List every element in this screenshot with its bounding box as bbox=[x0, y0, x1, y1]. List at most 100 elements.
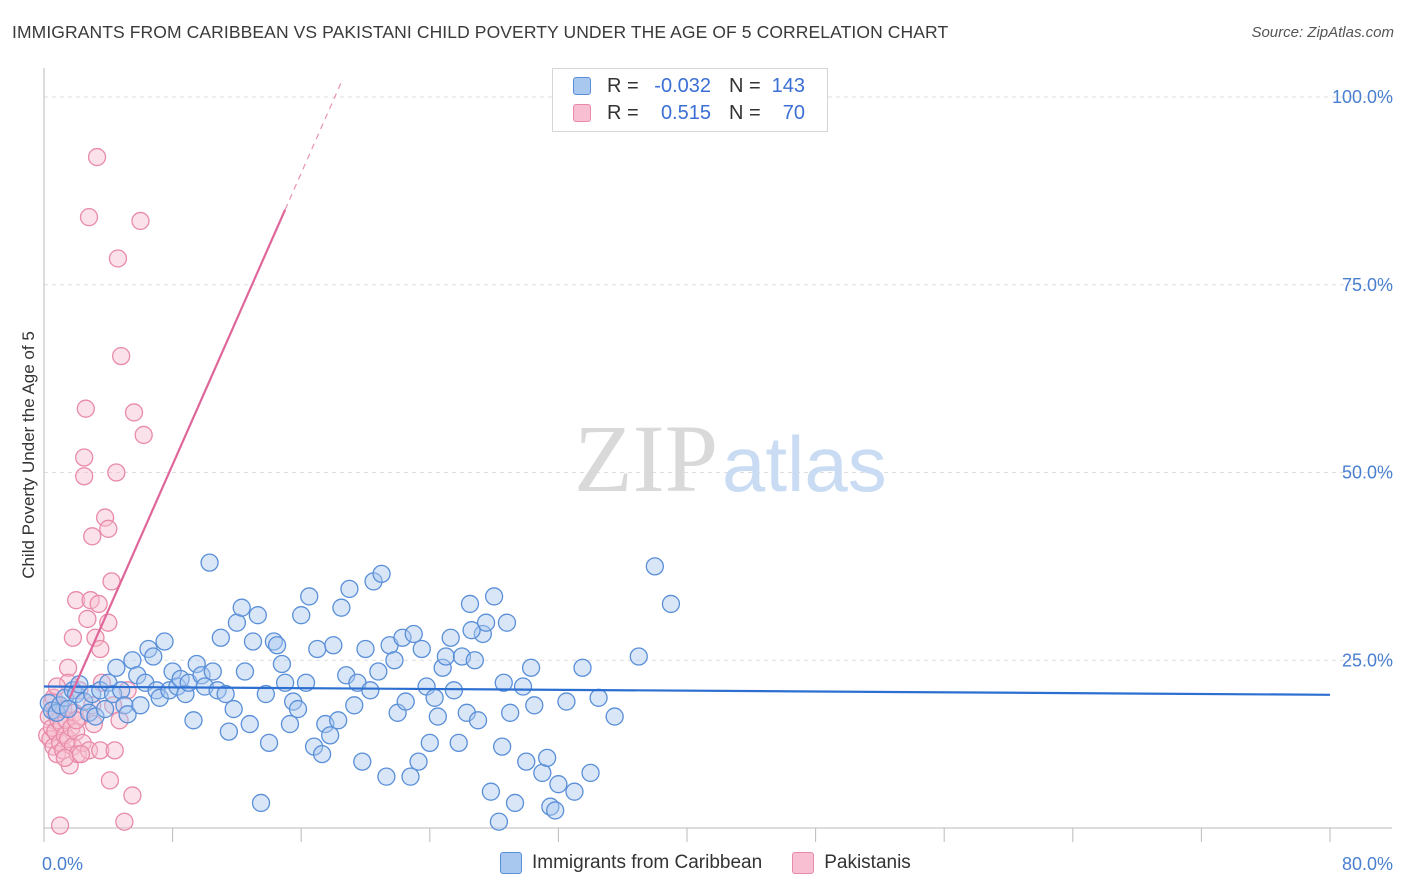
caribbean-point bbox=[95, 699, 115, 719]
legend-n-label: N = bbox=[729, 101, 761, 124]
correlation-legend: R = -0.032 N = 143 R = 0.515 N = 70 bbox=[552, 68, 828, 132]
caribbean-point bbox=[549, 775, 568, 794]
pakistanis-point bbox=[55, 748, 75, 768]
x-tick-label: 80.0% bbox=[1342, 854, 1393, 874]
watermark: ZIP atlas bbox=[574, 405, 887, 512]
pakistanis-point bbox=[89, 594, 108, 614]
caribbean-point bbox=[412, 639, 431, 659]
caribbean-point bbox=[473, 624, 492, 644]
caribbean-point bbox=[251, 793, 271, 813]
caribbean-point bbox=[267, 636, 287, 655]
legend-item-caribbean[interactable]: Immigrants from Caribbean bbox=[500, 852, 762, 874]
caribbean-point bbox=[428, 707, 447, 726]
legend-n-value: 143 bbox=[771, 74, 805, 97]
caribbean-point bbox=[436, 647, 456, 666]
caribbean-point bbox=[259, 733, 279, 753]
caribbean-point bbox=[118, 705, 137, 724]
pakistanis-points bbox=[38, 147, 153, 835]
caribbean-point bbox=[492, 737, 512, 756]
caribbean-point bbox=[353, 752, 372, 771]
caribbean-point bbox=[184, 711, 203, 730]
caribbean-point bbox=[312, 744, 332, 764]
caribbean-points bbox=[39, 553, 681, 831]
y-axis-label: Child Poverty Under the Age of 5 bbox=[19, 331, 38, 579]
pakistanis-point bbox=[131, 211, 150, 231]
pakistanis-point bbox=[76, 399, 95, 418]
legend-label-caribbean: Immigrants from Caribbean bbox=[532, 852, 763, 873]
caribbean-point bbox=[565, 782, 584, 801]
caribbean-point bbox=[288, 699, 308, 719]
caribbean-point bbox=[489, 812, 509, 831]
pakistanis-point bbox=[112, 346, 131, 366]
legend-r-value: -0.032 bbox=[654, 74, 711, 97]
legend-r-value: 0.515 bbox=[660, 101, 711, 124]
series-legend: Immigrants from Caribbean Pakistanis bbox=[500, 852, 941, 874]
legend-item-pakistanis[interactable]: Pakistanis bbox=[792, 852, 911, 874]
caribbean-point bbox=[484, 587, 504, 606]
pakistanis-point bbox=[58, 658, 78, 677]
pakistanis-point bbox=[78, 609, 97, 629]
caribbean-point bbox=[280, 714, 300, 734]
caribbean-point bbox=[107, 658, 126, 677]
legend-r-label: R = bbox=[607, 74, 639, 97]
legend-swatch-pink bbox=[792, 852, 815, 874]
caribbean-point bbox=[521, 658, 541, 677]
caribbean-point bbox=[401, 767, 420, 786]
legend-swatch-blue bbox=[500, 852, 522, 874]
pakistanis-point bbox=[87, 147, 107, 167]
caribbean-point bbox=[476, 613, 496, 632]
caribbean-point bbox=[86, 707, 105, 726]
caribbean-point bbox=[433, 658, 452, 677]
pakistanis-point bbox=[95, 508, 115, 527]
caribbean-point bbox=[404, 624, 423, 644]
caribbean-point bbox=[176, 684, 195, 704]
caribbean-point bbox=[441, 628, 460, 647]
caribbean-point bbox=[292, 606, 311, 625]
caribbean-point bbox=[501, 703, 520, 722]
caribbean-point bbox=[629, 647, 648, 666]
caribbean-point bbox=[235, 662, 255, 681]
grid-lines bbox=[44, 96, 1392, 661]
pakistanis-point bbox=[107, 463, 126, 482]
caribbean-point bbox=[377, 767, 396, 786]
caribbean-point bbox=[517, 752, 536, 771]
caribbean-point bbox=[462, 621, 481, 640]
caribbean-point bbox=[573, 658, 592, 677]
pakistanis-point bbox=[50, 816, 70, 835]
caribbean-point bbox=[537, 748, 557, 768]
y-tick-label: 100.0% bbox=[1332, 87, 1393, 107]
pakistanis-point bbox=[124, 403, 144, 422]
legend-label-pakistanis: Pakistanis bbox=[824, 852, 911, 873]
caribbean-point bbox=[468, 711, 488, 730]
trend-lines bbox=[43, 81, 1331, 699]
legend-n-value: 70 bbox=[782, 101, 805, 124]
caribbean-point bbox=[409, 752, 428, 771]
legend-swatch-blue bbox=[573, 77, 591, 95]
pakistanis-point bbox=[100, 771, 120, 790]
caribbean-point bbox=[216, 684, 235, 704]
caribbean-point bbox=[661, 594, 681, 614]
pakistanis-point bbox=[79, 208, 99, 227]
caribbean-point bbox=[240, 714, 259, 734]
caribbean-point bbox=[505, 793, 525, 813]
caribbean-point bbox=[460, 594, 480, 614]
tick-labels: 25.0% 50.0% 75.0% 100.0% 0.0% 80.0% bbox=[42, 87, 1393, 874]
caribbean-point bbox=[645, 557, 664, 576]
caribbean-point bbox=[494, 673, 513, 692]
caribbean-point bbox=[144, 647, 163, 666]
pakistanis-point bbox=[75, 448, 94, 467]
caribbean-point bbox=[340, 579, 359, 599]
y-tick-label: 25.0% bbox=[1342, 650, 1393, 670]
pakistanis-point bbox=[83, 527, 102, 546]
pakistanis-trend-extension bbox=[284, 81, 342, 210]
caribbean-point bbox=[420, 733, 439, 753]
caribbean-point bbox=[345, 696, 364, 715]
pakistanis-point bbox=[84, 714, 103, 734]
caribbean-point bbox=[224, 699, 243, 719]
caribbean-point bbox=[396, 692, 415, 711]
caribbean-point bbox=[589, 688, 608, 707]
pakistanis-point bbox=[54, 741, 73, 760]
caribbean-point bbox=[581, 763, 600, 783]
caribbean-point bbox=[248, 606, 267, 625]
